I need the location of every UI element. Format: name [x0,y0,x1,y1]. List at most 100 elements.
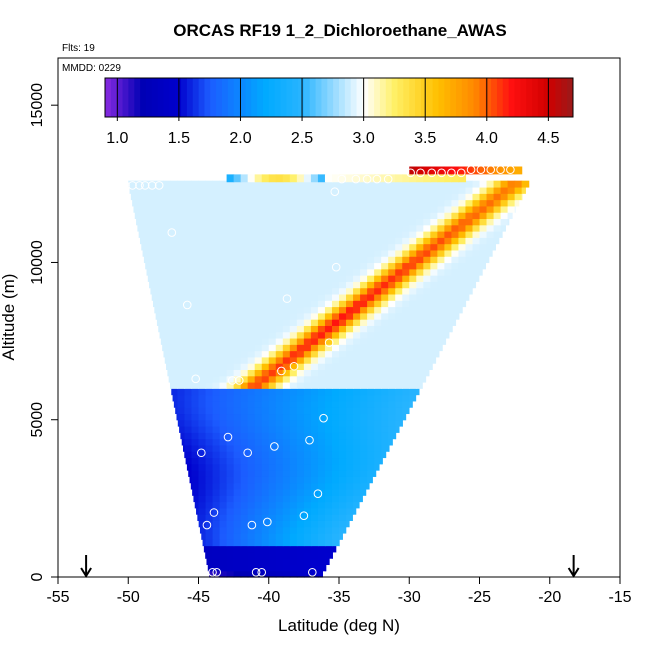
sample-point [351,174,361,184]
heatmap-cell [339,281,347,289]
heatmap-cell [339,451,347,459]
heatmap-cell [416,293,424,301]
heatmap-cell [416,231,424,238]
heatmap-cell [275,419,284,427]
heatmap-cell [179,426,186,433]
heatmap-cell [360,300,368,308]
heatmap-cell [289,193,298,201]
heatmap-cell [226,186,235,194]
heatmap-cell [261,539,270,547]
heatmap-cell [402,174,410,183]
heatmap-cell [240,520,249,528]
heatmap-cell [353,488,361,496]
heatmap-cell [275,300,284,308]
heatmap-cell [254,262,263,270]
heatmap-cell [374,231,382,238]
heatmap-cell [374,256,382,264]
heatmap-cell [381,218,389,226]
heatmap-cell [268,186,277,194]
heatmap-cell [191,482,200,490]
heatmap-cell [254,532,263,540]
heatmap-cell [191,300,200,308]
heatmap-cell [472,262,481,270]
heatmap-cell [381,319,389,326]
heatmap-cell [156,300,164,308]
heatmap-cell [423,350,431,358]
heatmap-cell [275,400,284,408]
heatmap-cell [191,363,200,370]
heatmap-cell [353,268,361,276]
heatmap-cell [268,432,277,440]
heatmap-cell [388,212,396,220]
heatmap-cell [339,470,347,477]
heatmap-cell [275,268,284,276]
heatmap-cell [331,482,340,490]
heatmap-cell [282,451,291,459]
heatmap-cell [177,205,186,213]
heatmap-cell [261,331,270,339]
heatmap-cell [317,331,326,339]
heatmap-cell [303,432,312,440]
heatmap-cell [275,545,284,553]
heatmap-cell [191,243,200,251]
sample-point [289,361,299,371]
heatmap-cell [458,281,467,289]
heatmap-cell [437,350,440,358]
heatmap-cell [324,337,333,345]
heatmap-cell [268,237,277,245]
colorbar-swatch [391,78,398,117]
heatmap-cell [303,444,312,452]
heatmap-cell [444,300,452,308]
colorbar-tick-label: 4.5 [537,130,559,147]
heatmap-cell [282,432,291,440]
heatmap-cell [268,337,277,345]
heatmap-cell [240,344,249,352]
heatmap-cell [226,356,235,364]
heatmap-cell [205,312,214,320]
heatmap-cell [317,507,326,515]
heatmap-cell [472,205,481,213]
heatmap-cell [388,413,396,421]
heatmap-cell [317,551,326,559]
heatmap-cell [268,470,277,477]
heatmap-cell [416,243,424,251]
heatmap-cell [346,444,354,452]
heatmap-cell [160,337,164,345]
heatmap-cell [212,293,221,301]
heatmap-cell [254,205,263,213]
heatmap-cell [303,551,312,559]
heatmap-cell [367,470,375,477]
heatmap-cell [324,419,333,427]
heatmap-cell [282,438,291,446]
heatmap-cell [388,275,396,282]
heatmap-cell [177,224,186,232]
heatmap-cell [177,293,186,301]
heatmap-cell [184,369,193,377]
heatmap-cell [346,306,354,314]
heatmap-cell [233,350,242,358]
heatmap-cell [268,212,277,220]
sample-point [209,508,219,517]
heatmap-cell [339,331,347,339]
heatmap-cell [317,407,326,415]
heatmap-cell [486,249,493,257]
heatmap-cell [282,319,291,326]
heatmap-cell [254,306,263,314]
heatmap-cell [367,356,375,364]
heatmap-cell [388,306,396,314]
heatmap-cell [275,275,284,282]
heatmap-cell [226,369,235,377]
heatmap-cell [275,243,284,251]
heatmap-cell [254,319,263,326]
heatmap-cell [346,218,354,226]
heatmap-cell [409,356,417,364]
heatmap-cell [367,256,375,264]
heatmap-cell [346,237,354,245]
heatmap-cell [465,256,474,264]
heatmap-cell [317,514,326,521]
heatmap-cell [317,570,323,578]
heatmap-cell [310,426,319,433]
heatmap-cell [226,363,235,370]
heatmap-cell [360,231,368,238]
heatmap-cell [339,224,347,232]
